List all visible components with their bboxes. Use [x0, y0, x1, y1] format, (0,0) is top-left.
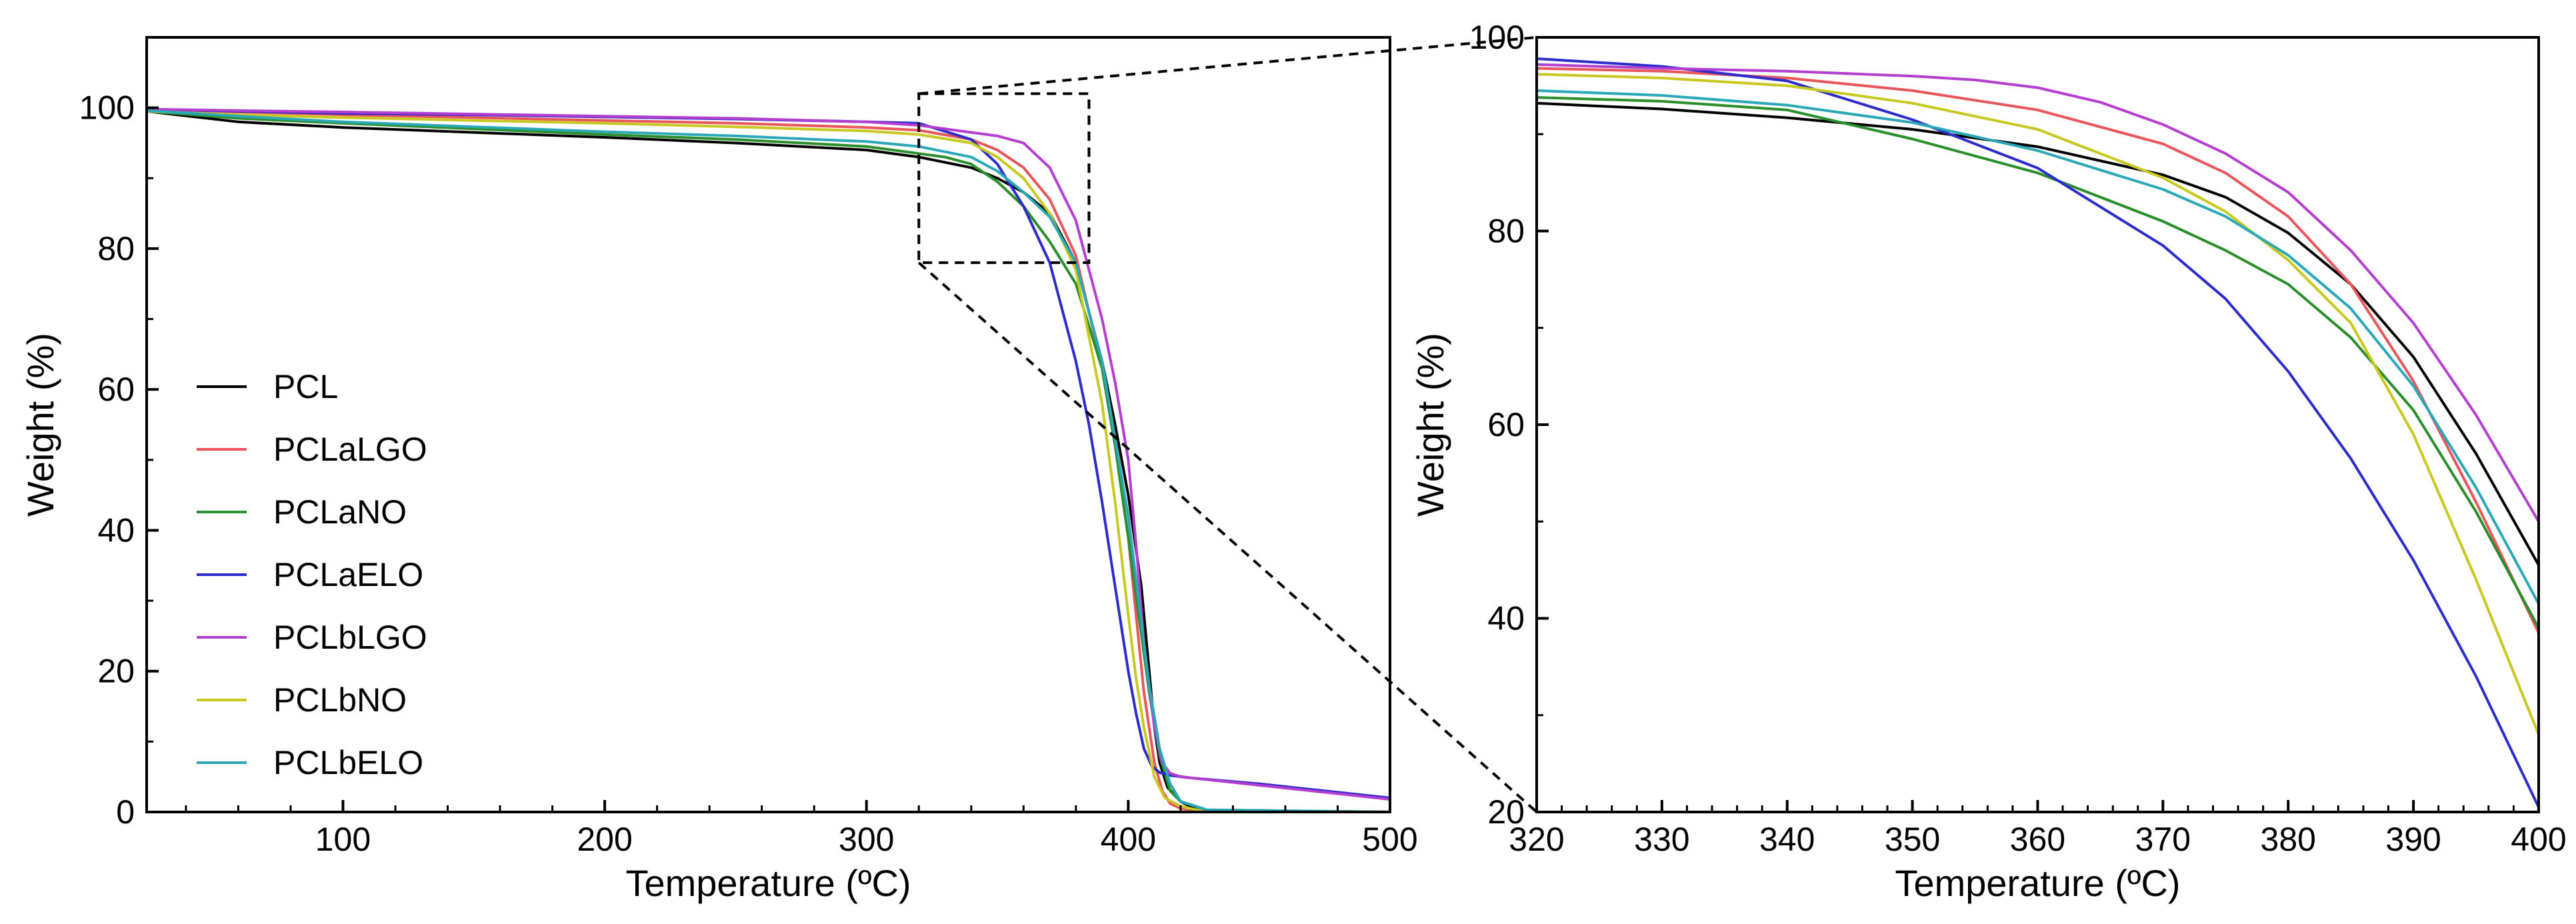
main-series-pclblgo: [147, 107, 1390, 801]
main-x-axis: 100 200 300 400 500: [185, 800, 1418, 858]
inset-x-tick-label: 360: [2010, 821, 2065, 858]
inset-x-tick-label: 380: [2261, 821, 2316, 858]
inset-series-pcl: [1537, 101, 2539, 567]
main-y-tick-label: 40: [97, 511, 135, 549]
inset-x-tick-label: 400: [2511, 821, 2566, 858]
legend-label-pclalgo: PCLaLGO: [273, 431, 427, 468]
inset-y-tick-label: 20: [1487, 793, 1525, 831]
inset-x-axis-title: Temperature (ºC): [1895, 862, 2180, 904]
legend: PCL PCLaLGO PCLaNO PCLaELO PCLbLGO PCLbNO PCLb…: [197, 368, 427, 781]
inset-y-tick-label: 80: [1487, 213, 1525, 250]
main-y-tick-label: 60: [97, 371, 135, 408]
inset-plot-frame: [1535, 36, 2540, 813]
main-plot-frame: [145, 36, 1391, 813]
main-x-tick-label: 500: [1362, 821, 1417, 858]
zoom-connector-lines: [917, 36, 1538, 813]
main-x-tick-label: 100: [315, 821, 371, 858]
zoomed-inset-chart: 320 330 340 350 360 370 380 390 400 20 40 60 80 100 Te…: [1409, 19, 2567, 904]
inset-y-tick-label: 60: [1487, 406, 1525, 443]
inset-y-tick-label: 40: [1487, 600, 1525, 637]
main-y-axis: 0 20 40 60 80 100: [79, 36, 159, 831]
inset-x-tick-label: 330: [1634, 821, 1689, 858]
main-series-group: [147, 107, 1390, 812]
main-x-axis-title: Temperature (ºC): [625, 862, 911, 904]
inset-series-pclaelo: [1537, 57, 2539, 809]
inset-series-group: [1537, 57, 2539, 809]
inset-x-tick-label: 340: [1759, 821, 1815, 858]
inset-series-pclano: [1537, 96, 2539, 629]
inset-x-axis: 320 330 340 350 360 370 380 390 400: [1509, 800, 2567, 858]
legend-label-pclblgo: PCLbLGO: [273, 619, 427, 656]
inset-series-pclbelo: [1537, 89, 2539, 605]
zoom-connector-bottom: [917, 261, 1538, 813]
zoom-region-box: [917, 92, 1091, 265]
inset-x-tick-label: 390: [2385, 821, 2441, 858]
inset-series-pclalgo: [1537, 67, 2539, 635]
main-y-axis-title: Weight (%): [19, 333, 61, 517]
inset-series-pclbno: [1537, 73, 2539, 736]
legend-label-pcl: PCL: [273, 368, 338, 405]
main-y-tick-label: 0: [116, 793, 135, 831]
main-x-tick-label: 200: [577, 821, 632, 858]
main-x-tick-label: 300: [839, 821, 894, 858]
main-y-tick-label: 80: [97, 230, 135, 267]
legend-label-pclaelo: PCLaELO: [273, 556, 423, 593]
inset-x-tick-label: 320: [1509, 821, 1564, 858]
main-series-pclbelo: [147, 109, 1390, 812]
inset-series-pclblgo: [1537, 63, 2539, 523]
legend-label-pclano: PCLaNO: [273, 493, 407, 531]
inset-x-tick-label: 350: [1885, 821, 1940, 858]
main-x-tick-label: 400: [1101, 821, 1156, 858]
inset-y-axis-title: Weight (%): [1409, 333, 1451, 517]
main-y-tick-label: 20: [97, 653, 135, 690]
inset-x-tick-label: 370: [2135, 821, 2191, 858]
main-y-tick-label: 100: [79, 89, 135, 127]
inset-y-tick-label: 100: [1469, 19, 1525, 56]
legend-label-pclbelo: PCLbELO: [273, 744, 423, 781]
inset-y-axis: 20 40 60 80 100: [1469, 19, 1549, 831]
main-series-pclbno: [147, 109, 1390, 812]
main-chart: 100 200 300 400 500 0 20 40 60 80 100 Temperature (…: [19, 36, 1418, 904]
legend-label-pclbno: PCLbNO: [273, 681, 407, 719]
zoom-connector-top: [919, 36, 1537, 95]
